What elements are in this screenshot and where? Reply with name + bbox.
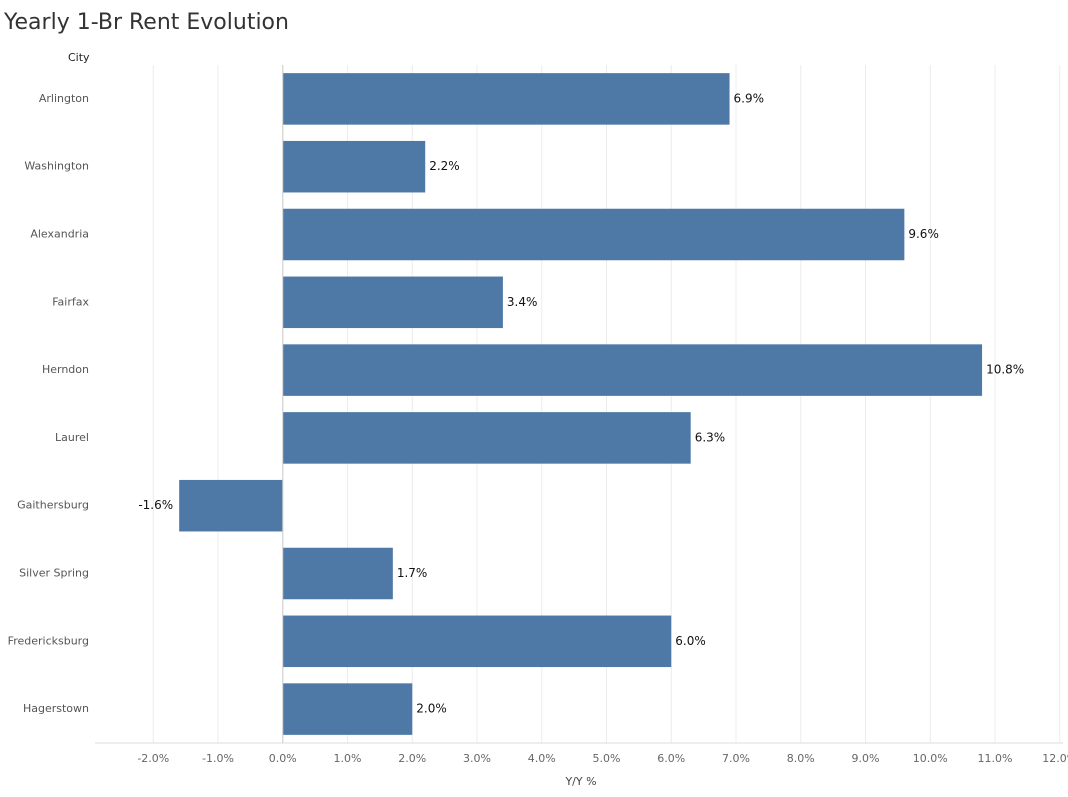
x-tick-label: 3.0% <box>463 752 491 765</box>
y-tick-label: Arlington <box>39 92 89 105</box>
x-tick-label: 8.0% <box>787 752 815 765</box>
x-tick-label: 10.0% <box>913 752 948 765</box>
value-label: 9.6% <box>908 227 939 241</box>
value-label: 3.4% <box>507 295 538 309</box>
x-axis-title: Y/Y % <box>564 775 596 788</box>
value-label: 2.0% <box>416 702 447 716</box>
x-tick-label: 6.0% <box>657 752 685 765</box>
x-tick-label: 4.0% <box>528 752 556 765</box>
bar <box>282 615 672 668</box>
bar <box>282 344 983 396</box>
value-label: 10.8% <box>986 363 1024 377</box>
bar <box>179 479 283 532</box>
x-tick-label: -1.0% <box>202 752 234 765</box>
bar <box>282 683 413 735</box>
x-tick-label: 1.0% <box>334 752 362 765</box>
value-label: 6.9% <box>734 91 765 105</box>
value-label: 2.2% <box>429 159 460 173</box>
value-label: -1.6% <box>138 498 173 512</box>
y-tick-label: Hagerstown <box>23 702 89 715</box>
value-label: 6.0% <box>675 634 706 648</box>
x-tick-label: 0.0% <box>269 752 297 765</box>
bar <box>282 547 393 600</box>
x-tick-label: 9.0% <box>852 752 880 765</box>
y-tick-label: Fredericksburg <box>8 634 89 647</box>
x-tick-label: 2.0% <box>398 752 426 765</box>
bar <box>282 73 730 125</box>
y-tick-label: Alexandria <box>30 228 89 241</box>
x-tick-label: 7.0% <box>722 752 750 765</box>
value-label: 6.3% <box>695 430 726 444</box>
x-tick-label: 12.0% <box>1042 752 1068 765</box>
x-tick-label: 5.0% <box>593 752 621 765</box>
x-tick-label: 11.0% <box>978 752 1013 765</box>
bar <box>282 208 905 261</box>
bar <box>282 412 691 464</box>
x-tick-label: -2.0% <box>137 752 169 765</box>
value-label: 1.7% <box>397 566 428 580</box>
y-tick-label: Laurel <box>55 431 89 444</box>
y-tick-label: Washington <box>24 160 89 173</box>
y-tick-label: Gaithersburg <box>17 499 89 512</box>
bar <box>282 276 503 329</box>
y-tick-label: Fairfax <box>52 295 89 308</box>
y-tick-label: Herndon <box>42 363 89 376</box>
y-axis-title: City <box>68 51 90 64</box>
y-tick-label: Silver Spring <box>19 567 89 580</box>
chart-title: Yearly 1-Br Rent Evolution <box>3 10 289 35</box>
bar <box>282 140 426 193</box>
